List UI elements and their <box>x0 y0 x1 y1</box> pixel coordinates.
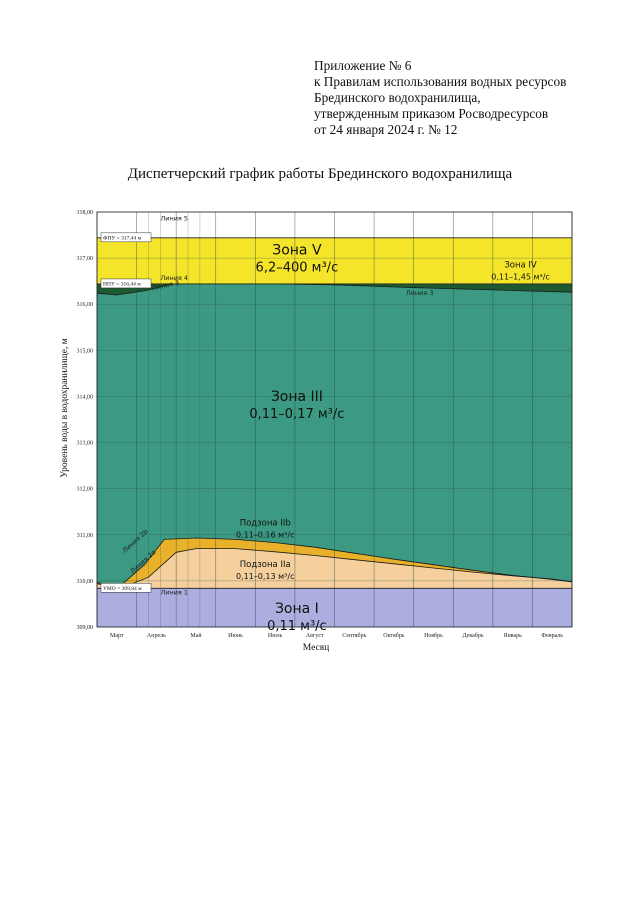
y-tick-label: 316,00 <box>77 302 94 308</box>
appendix-header: Приложение № 6 к Правилам использования … <box>314 58 614 138</box>
zone-range: 0,11 м³/с <box>267 619 327 634</box>
line-label: Линия 5 <box>160 214 188 222</box>
x-tick-label: Ноябрь <box>424 632 443 639</box>
chart-title: Диспетчерский график работы Брединского … <box>127 166 513 182</box>
appendix-line: Брединского водохранилища, <box>314 90 481 105</box>
zone-name: Зона IV <box>504 260 537 270</box>
y-axis-title: Уровень воды в водохранилище, м <box>60 338 70 477</box>
line-label: Линия 4 <box>160 274 188 282</box>
x-tick-label: Июнь <box>228 633 243 639</box>
y-tick-label: 310,00 <box>77 579 94 585</box>
y-tick-label: 309,00 <box>77 625 94 631</box>
labels-layer: ФПУ = 317,44 м НПУ = 316,44 м УМО = 309,84… <box>100 214 550 634</box>
plot-frame <box>96 211 573 628</box>
line-label: Линия 1 <box>160 589 188 597</box>
x-axis-title: Месяц <box>303 643 329 653</box>
zone-range: 0,11–0,13 м³/с <box>236 572 295 581</box>
x-tick-label: Декабрь <box>462 632 483 639</box>
x-tick-label: Октябрь <box>383 632 405 639</box>
reference-label: ФПУ = 317,44 м <box>100 232 152 243</box>
y-tick-label: 315,00 <box>77 348 94 354</box>
y-tick-label: 313,00 <box>77 441 94 447</box>
x-tick-label: Май <box>190 632 202 639</box>
zone-name: Зона I <box>275 601 319 617</box>
reference-label-box <box>100 232 152 243</box>
y-tick-label: 314,00 <box>77 394 94 400</box>
ticks-layer: 309,00 310,00 311,00 312,00 313,00 314,00 315,… <box>77 210 564 639</box>
y-tick-label: 311,00 <box>77 533 93 539</box>
lines-layer <box>96 237 573 589</box>
zone-name: Зона V <box>272 242 322 258</box>
reference-label: УМО = 309,84 м <box>100 583 152 593</box>
y-tick-label: 312,00 <box>77 487 94 493</box>
line-label: Линия 3 <box>406 289 434 297</box>
x-tick-label: Январь <box>503 633 522 639</box>
series-line <box>96 548 573 589</box>
series-line <box>96 537 573 586</box>
y-tick-label: 318,00 <box>77 210 94 216</box>
appendix-line: к Правилам использования водных ресурсов <box>314 74 567 89</box>
zone-name: Зона III <box>271 389 323 405</box>
zone-name: Подзона IIb <box>240 519 291 529</box>
x-tick-label: Февраль <box>541 633 563 639</box>
zone-range: 0,11–0,17 м³/с <box>249 407 344 422</box>
grid-layer <box>96 211 573 628</box>
reference-label: НПУ = 316,44 м <box>100 278 152 289</box>
reference-label-text: УМО = 309,84 м <box>103 586 142 592</box>
zone-range: 6,2–400 м³/с <box>256 260 339 275</box>
reference-label-box <box>100 583 152 593</box>
y-tick-label: 317,00 <box>77 256 94 262</box>
x-tick-label: Апрель <box>147 633 166 639</box>
appendix-line: Приложение № 6 <box>314 58 412 73</box>
zone-range: 0,11–0,16 м³/с <box>236 531 295 540</box>
reference-label-box <box>100 278 152 289</box>
zone-range: 0,11–1,45 м³/с <box>491 272 550 281</box>
reference-label-text: ФПУ = 317,44 м <box>103 236 142 242</box>
series-line <box>96 283 573 296</box>
reference-label-text: НПУ = 316,44 м <box>103 282 141 288</box>
x-tick-label: Август <box>306 633 324 639</box>
appendix-line: от 24 января 2024 г. № 12 <box>314 122 458 137</box>
x-tick-label: Март <box>110 633 124 639</box>
x-tick-label: Июль <box>268 633 283 639</box>
appendix-line: утвержденным приказом Росводресурсов <box>314 106 549 121</box>
zone-name: Подзона IIa <box>240 560 291 570</box>
x-tick-label: Сентябрь <box>342 632 366 639</box>
